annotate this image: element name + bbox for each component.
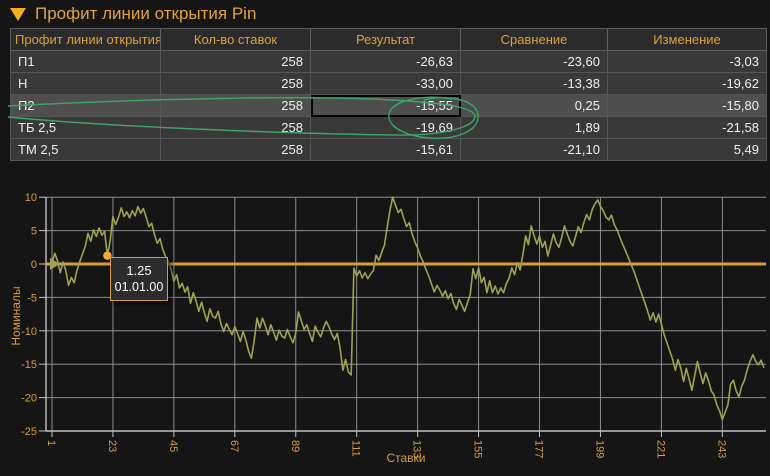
x-axis-title: Ставки (386, 451, 425, 465)
cell-label[interactable]: П1 (10, 50, 161, 73)
table-row-p1[interactable]: П1 258 -26,63 -23,60 -3,03 (10, 50, 767, 73)
cell-count[interactable]: 258 (160, 138, 311, 161)
table-row-tm25[interactable]: ТМ 2,5 258 -15,61 -21,10 5,49 (10, 138, 767, 161)
y-tick-label: -5 (27, 292, 37, 304)
y-tick-label: 10 (25, 192, 37, 204)
y-tick-label: 0 (31, 259, 37, 271)
tooltip-date: 01.01.00 (114, 280, 164, 294)
cell-result[interactable]: -33,00 (310, 72, 461, 95)
x-tick-label: 199 (593, 440, 605, 458)
cell-count[interactable]: 258 (160, 72, 311, 95)
profit-table: Профит линии открытия Кол-во ставок Резу… (10, 28, 767, 161)
y-tick-label: -25 (21, 426, 37, 438)
x-tick-label: 221 (654, 440, 666, 458)
cell-comparison[interactable]: -21,10 (460, 138, 608, 161)
table-row-p2-selected[interactable]: П2 258 -15,55 0,25 -15,80 (10, 94, 767, 117)
cell-result[interactable]: -19,69 (310, 116, 461, 139)
panel-title: Профит линии открытия Pin (35, 4, 257, 23)
x-tick-label: 45 (167, 440, 179, 452)
profit-chart[interactable]: 10 5 0 -5 -10 -15 -20 -25 1 23 45 67 89 111 133 155 177 1… (0, 190, 770, 476)
col-header-bet-count[interactable]: Кол-во ставок (160, 28, 311, 51)
x-tick-label: 155 (472, 440, 484, 458)
x-tick-label: 89 (289, 440, 301, 452)
x-tick-label: 23 (106, 440, 118, 452)
cell-result-selected[interactable]: -15,55 (310, 94, 461, 117)
col-header-result[interactable]: Результат (310, 28, 461, 51)
cell-result[interactable]: -15,61 (310, 138, 461, 161)
table-row-n[interactable]: Н 258 -33,00 -13,38 -19,62 (10, 72, 767, 95)
tooltip-value: 1.25 (126, 263, 152, 278)
cell-result[interactable]: -26,63 (310, 50, 461, 73)
x-tick-label: 133 (411, 440, 423, 458)
col-header-comparison[interactable]: Сравнение (460, 28, 608, 51)
cell-change[interactable]: 5,49 (607, 138, 767, 161)
x-tick-label: 111 (350, 440, 362, 457)
profit-line-series[interactable] (51, 196, 765, 421)
y-tick-label: -15 (21, 359, 37, 371)
cell-change[interactable]: -21,58 (607, 116, 767, 139)
y-tick-label: -10 (21, 326, 37, 338)
cell-comparison[interactable]: 0,25 (460, 94, 608, 117)
cell-change[interactable]: -3,03 (607, 50, 767, 73)
y-tick-label: -20 (21, 393, 37, 405)
x-tick-label: 243 (715, 440, 727, 458)
cell-count[interactable]: 258 (160, 94, 311, 117)
cell-label[interactable]: П2 (10, 94, 161, 117)
panel-titlebar: Профит линии открытия Pin (0, 0, 770, 28)
x-tick-label: 1 (45, 440, 57, 446)
x-tick-label: 67 (228, 440, 240, 452)
y-tick-label: 5 (31, 226, 37, 238)
chart-tooltip: 1.25 01.01.00 (110, 257, 168, 301)
table-row-tb25[interactable]: ТБ 2,5 258 -19,69 1,89 -21,58 (10, 116, 767, 139)
cell-label[interactable]: ТБ 2,5 (10, 116, 161, 139)
cell-count[interactable]: 258 (160, 116, 311, 139)
cell-change[interactable]: -15,80 (607, 94, 767, 117)
profit-chart-svg: 10 5 0 -5 -10 -15 -20 -25 1 23 45 67 89 111 133 155 177 1… (9, 192, 766, 465)
cell-label[interactable]: ТМ 2,5 (10, 138, 161, 161)
cell-comparison[interactable]: 1,89 (460, 116, 608, 139)
col-header-profit-line[interactable]: Профит линии открытия (10, 28, 161, 51)
cell-change[interactable]: -19,62 (607, 72, 767, 95)
cell-count[interactable]: 258 (160, 50, 311, 73)
y-axis-title: Номиналы (9, 286, 23, 345)
cell-label[interactable]: Н (10, 72, 161, 95)
cell-comparison[interactable]: -23,60 (460, 50, 608, 73)
collapse-triangle-icon[interactable] (10, 7, 26, 21)
x-tick-label: 177 (533, 440, 545, 458)
col-header-change[interactable]: Изменение (607, 28, 767, 51)
table-header-row: Профит линии открытия Кол-во ставок Резу… (10, 28, 767, 51)
cell-comparison[interactable]: -13,38 (460, 72, 608, 95)
tooltip-marker-dot[interactable] (103, 251, 112, 260)
